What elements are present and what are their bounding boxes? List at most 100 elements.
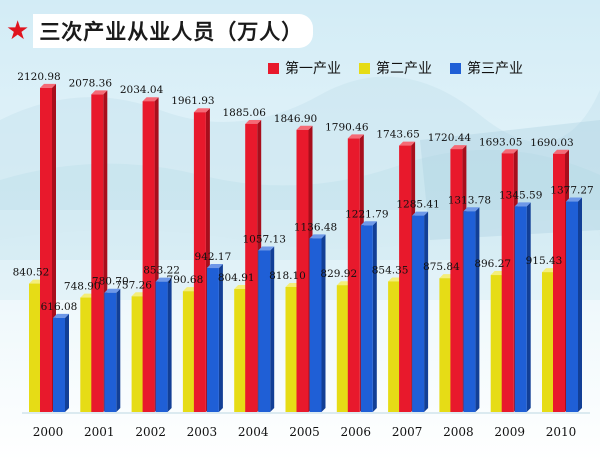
legend-item-primary: 第一产业	[268, 58, 341, 78]
value-label-tertiary-2010: 1377.27	[550, 185, 593, 197]
value-label-tertiary-2003: 942.17	[195, 251, 232, 263]
x-tick-label: 2009	[494, 425, 525, 439]
bar-side	[218, 264, 223, 412]
bar-front	[336, 285, 349, 412]
bar-front	[309, 238, 322, 412]
bar-front	[412, 215, 425, 412]
value-label-secondary-2010: 915.43	[526, 255, 563, 267]
x-tick-label: 2000	[33, 425, 64, 439]
bar-front	[155, 281, 168, 412]
bar-top	[53, 313, 69, 318]
bar-top	[155, 277, 172, 282]
legend-label-primary: 第一产业	[285, 61, 341, 77]
bar-tertiary-2003	[206, 264, 223, 412]
bar-front	[514, 206, 527, 412]
chart-title: 三次产业从业人员（万人）	[33, 14, 314, 48]
value-label-primary-2000: 2120.98	[17, 71, 60, 83]
bar-top	[501, 149, 518, 154]
bar-tertiary-2005	[309, 234, 326, 412]
value-label-tertiary-2004: 1057.13	[242, 233, 285, 245]
bar-front	[399, 145, 412, 412]
bar-top	[450, 145, 467, 150]
value-label-secondary-2007: 854.35	[372, 264, 409, 276]
bar-top	[553, 149, 569, 154]
bar-front	[490, 275, 503, 412]
bar-top	[91, 90, 108, 95]
bar-tertiary-2004	[258, 246, 275, 412]
bar-front	[553, 153, 565, 412]
x-tick-label: 2002	[135, 425, 166, 439]
legend-item-secondary: 第二产业	[359, 58, 432, 78]
bar-front	[285, 286, 298, 412]
value-label-secondary-2003: 790.68	[167, 274, 204, 286]
bar-front	[193, 112, 206, 412]
value-label-secondary-2006: 829.92	[320, 268, 357, 280]
x-tick-label: 2006	[341, 425, 372, 439]
bar-front	[182, 291, 195, 412]
bar-front	[245, 123, 258, 412]
x-tick-label: 2004	[238, 425, 269, 439]
value-label-primary-2001: 2078.36	[69, 77, 113, 89]
bar-side	[526, 202, 531, 412]
bar-top	[360, 221, 377, 226]
bar-front	[439, 278, 452, 412]
chart-title-bar: ★ 三次产业从业人员（万人）	[6, 14, 314, 48]
bar-front	[360, 225, 373, 412]
bar-front	[542, 272, 554, 412]
bar-tertiary-2006	[360, 221, 377, 412]
legend-label-secondary: 第二产业	[376, 61, 432, 77]
bar-front	[142, 101, 155, 413]
value-label-primary-2006: 1790.46	[325, 121, 369, 133]
value-label-tertiary-2006: 1221.79	[345, 208, 388, 220]
bar-tertiary-2008	[463, 207, 480, 412]
bar-front	[206, 268, 219, 412]
bar-side	[424, 211, 429, 412]
value-label-tertiary-2008: 1313.78	[448, 194, 491, 206]
bar-front	[234, 289, 247, 412]
value-label-secondary-2009: 896.27	[474, 258, 511, 270]
chart-legend: 第一产业 第二产业 第三产业	[268, 58, 541, 78]
value-label-tertiary-2002: 853.22	[143, 265, 180, 277]
bar-tertiary-2000	[53, 313, 69, 412]
bar-top	[347, 134, 364, 139]
x-tick-label: 2008	[443, 425, 474, 439]
bar-tertiary-2002	[155, 277, 172, 412]
legend-item-tertiary: 第三产业	[450, 58, 523, 78]
bar-tertiary-2007	[412, 211, 429, 412]
x-tick-label: 2001	[84, 425, 115, 439]
bar-side	[578, 197, 582, 412]
value-label-primary-2007: 1743.65	[376, 129, 419, 141]
bar-top	[412, 211, 429, 216]
bar-side	[116, 288, 121, 412]
value-label-secondary-2005: 818.10	[269, 270, 306, 282]
value-label-tertiary-2007: 1285.41	[396, 199, 439, 211]
bar-side	[270, 246, 275, 412]
bar-side	[372, 221, 377, 412]
value-label-secondary-2002: 757.26	[115, 279, 152, 291]
bar-side	[167, 277, 172, 412]
bar-front	[53, 317, 65, 412]
x-tick-label: 2005	[289, 425, 320, 439]
bar-front	[258, 250, 271, 412]
star-icon: ★	[6, 16, 30, 46]
bar-top	[193, 108, 210, 113]
bar-front	[131, 296, 144, 412]
bar-side	[321, 234, 326, 412]
bar-front	[91, 94, 104, 413]
bar-front	[347, 138, 360, 412]
bar-top	[566, 197, 582, 202]
x-tick-label: 2003	[187, 425, 218, 439]
bar-side	[475, 207, 480, 412]
bar-top	[206, 264, 223, 269]
value-label-tertiary-2001: 780.70	[92, 276, 129, 288]
legend-label-tertiary: 第三产业	[467, 61, 523, 77]
value-label-tertiary-2000: 616.08	[41, 301, 78, 313]
bar-top	[40, 83, 56, 88]
value-label-secondary-2004: 804.91	[218, 272, 255, 284]
bar-top	[245, 119, 262, 124]
value-label-secondary-2008: 875.84	[423, 261, 460, 273]
bar-front	[40, 87, 52, 413]
bar-front	[566, 201, 578, 412]
value-label-tertiary-2009: 1345.59	[499, 189, 542, 201]
